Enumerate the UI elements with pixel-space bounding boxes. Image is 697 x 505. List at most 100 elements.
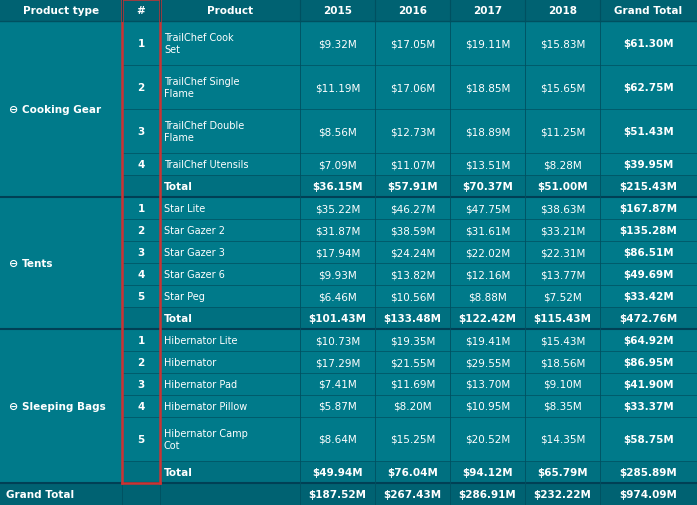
Bar bbox=[300, 22, 375, 66]
Text: $187.52M: $187.52M bbox=[309, 489, 367, 499]
Bar bbox=[600, 241, 697, 264]
Text: $61.30M: $61.30M bbox=[623, 39, 674, 49]
Text: #: # bbox=[137, 6, 146, 16]
Bar bbox=[600, 0, 697, 22]
Bar bbox=[122, 461, 160, 483]
Text: $267.43M: $267.43M bbox=[383, 489, 442, 499]
Bar bbox=[375, 351, 450, 373]
Text: $17.06M: $17.06M bbox=[390, 83, 435, 93]
Text: Cooking Gear: Cooking Gear bbox=[22, 105, 101, 115]
Bar bbox=[122, 264, 160, 285]
Text: $7.09M: $7.09M bbox=[319, 160, 357, 170]
Text: 2015: 2015 bbox=[323, 6, 352, 16]
Text: $13.77M: $13.77M bbox=[539, 270, 585, 279]
Text: $70.37M: $70.37M bbox=[462, 182, 513, 191]
Bar bbox=[600, 22, 697, 66]
Text: $19.35M: $19.35M bbox=[390, 335, 435, 345]
Bar bbox=[122, 373, 160, 395]
Text: $31.87M: $31.87M bbox=[315, 226, 360, 235]
Bar bbox=[525, 66, 600, 110]
Text: 2: 2 bbox=[137, 83, 144, 93]
Bar bbox=[122, 308, 160, 329]
Text: $41.90M: $41.90M bbox=[623, 379, 674, 389]
Bar bbox=[375, 176, 450, 197]
Text: $49.69M: $49.69M bbox=[623, 270, 674, 279]
Bar bbox=[525, 417, 600, 461]
Text: 3: 3 bbox=[137, 247, 144, 258]
Text: $62.75M: $62.75M bbox=[623, 83, 674, 93]
Text: $86.95M: $86.95M bbox=[623, 358, 674, 367]
Bar bbox=[525, 351, 600, 373]
Text: $36.15M: $36.15M bbox=[312, 182, 363, 191]
Text: $13.51M: $13.51M bbox=[465, 160, 510, 170]
Text: $18.85M: $18.85M bbox=[465, 83, 510, 93]
Bar bbox=[300, 329, 375, 351]
Text: $8.35M: $8.35M bbox=[543, 401, 582, 411]
Bar bbox=[0, 329, 122, 483]
Bar bbox=[375, 154, 450, 176]
Bar bbox=[122, 395, 160, 417]
Text: $101.43M: $101.43M bbox=[309, 314, 367, 323]
Bar bbox=[600, 285, 697, 308]
Text: $12.73M: $12.73M bbox=[390, 127, 435, 137]
Bar bbox=[375, 66, 450, 110]
Text: 4: 4 bbox=[137, 401, 145, 411]
Bar bbox=[122, 22, 160, 66]
Bar bbox=[300, 417, 375, 461]
Bar bbox=[600, 329, 697, 351]
Text: Product: Product bbox=[207, 6, 253, 16]
Bar bbox=[160, 285, 300, 308]
Bar bbox=[450, 154, 525, 176]
Bar bbox=[160, 264, 300, 285]
Text: 2016: 2016 bbox=[398, 6, 427, 16]
Bar bbox=[600, 176, 697, 197]
Text: $135.28M: $135.28M bbox=[620, 226, 677, 235]
Text: $18.89M: $18.89M bbox=[465, 127, 510, 137]
Text: $31.61M: $31.61M bbox=[465, 226, 510, 235]
Bar bbox=[122, 176, 160, 197]
Bar bbox=[160, 351, 300, 373]
Text: $51.43M: $51.43M bbox=[623, 127, 674, 137]
Text: $33.42M: $33.42M bbox=[623, 291, 674, 301]
Text: $86.51M: $86.51M bbox=[623, 247, 674, 258]
Text: Grand Total: Grand Total bbox=[615, 6, 682, 16]
Bar bbox=[160, 308, 300, 329]
Text: 2: 2 bbox=[137, 358, 144, 367]
Text: $38.63M: $38.63M bbox=[539, 204, 585, 214]
Text: $17.05M: $17.05M bbox=[390, 39, 435, 49]
Bar bbox=[300, 285, 375, 308]
Bar bbox=[160, 417, 300, 461]
Bar bbox=[600, 220, 697, 241]
Bar bbox=[525, 373, 600, 395]
Text: $167.87M: $167.87M bbox=[620, 204, 677, 214]
Text: $115.43M: $115.43M bbox=[533, 314, 592, 323]
Bar bbox=[450, 395, 525, 417]
Text: $11.07M: $11.07M bbox=[390, 160, 435, 170]
Text: Star Lite: Star Lite bbox=[164, 204, 205, 214]
Bar bbox=[300, 241, 375, 264]
Bar bbox=[600, 351, 697, 373]
Bar bbox=[375, 308, 450, 329]
Text: $13.82M: $13.82M bbox=[390, 270, 435, 279]
Bar bbox=[525, 110, 600, 154]
Text: $76.04M: $76.04M bbox=[387, 467, 438, 477]
Text: $8.20M: $8.20M bbox=[393, 401, 432, 411]
Text: $33.21M: $33.21M bbox=[539, 226, 585, 235]
Bar bbox=[375, 22, 450, 66]
Text: Grand Total: Grand Total bbox=[6, 489, 74, 499]
Text: $17.29M: $17.29M bbox=[315, 358, 360, 367]
Text: Product type: Product type bbox=[23, 6, 99, 16]
Text: $15.65M: $15.65M bbox=[539, 83, 585, 93]
Text: $6.46M: $6.46M bbox=[318, 291, 357, 301]
Text: 4: 4 bbox=[137, 160, 145, 170]
Bar bbox=[300, 154, 375, 176]
Text: $33.37M: $33.37M bbox=[623, 401, 674, 411]
Bar bbox=[300, 176, 375, 197]
Bar bbox=[375, 0, 450, 22]
Text: $19.11M: $19.11M bbox=[465, 39, 510, 49]
Bar bbox=[525, 0, 600, 22]
Text: $9.93M: $9.93M bbox=[318, 270, 357, 279]
Bar bbox=[450, 220, 525, 241]
Text: TrailChef Utensils: TrailChef Utensils bbox=[164, 160, 249, 170]
Text: $7.52M: $7.52M bbox=[543, 291, 582, 301]
